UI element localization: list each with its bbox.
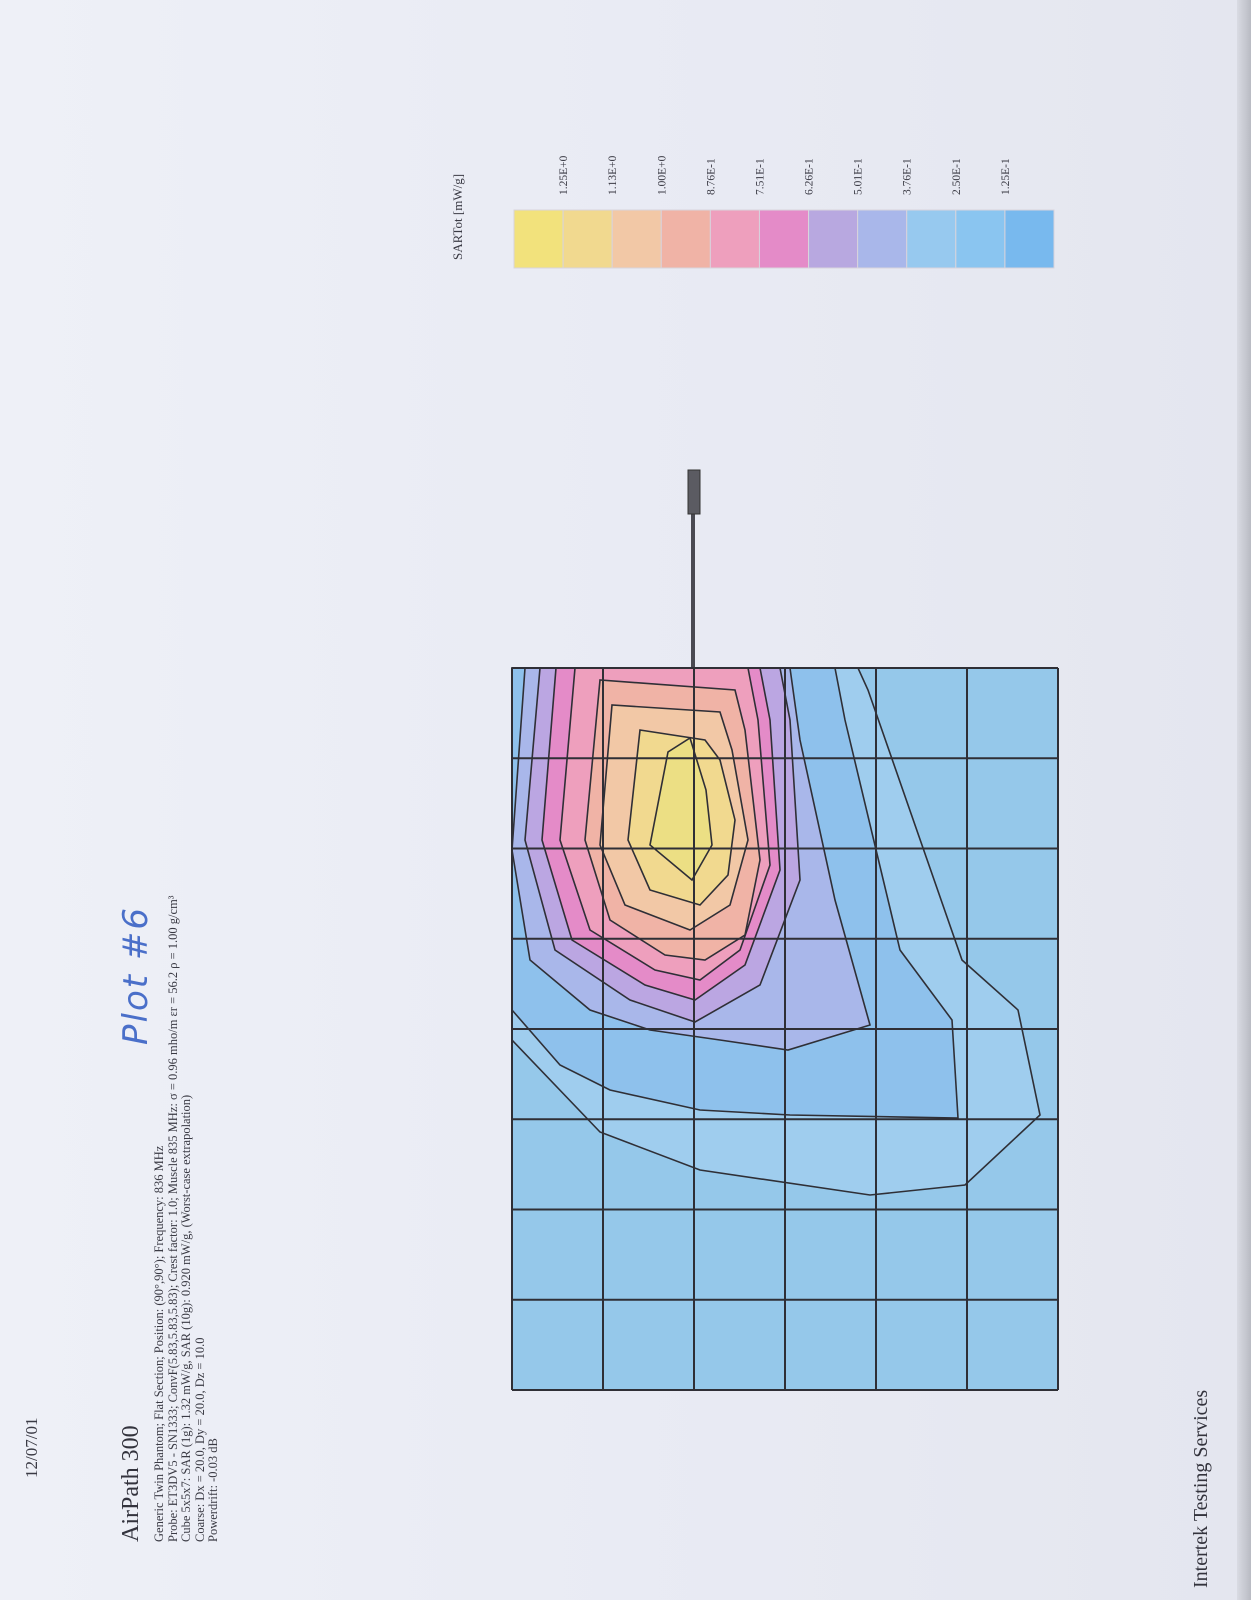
scale-swatch — [611, 209, 662, 269]
page-edge-shadow — [1237, 0, 1251, 1600]
scale-label: 1.00E+0 — [656, 155, 668, 195]
contour-peak — [649, 736, 713, 882]
scale-swatch — [758, 209, 810, 269]
scale-label: 1.25E+0 — [558, 155, 570, 195]
scale-swatch — [955, 209, 1006, 269]
scale-swatch — [808, 209, 859, 269]
scale-label: 3.76E-1 — [902, 158, 914, 195]
scale-swatch — [857, 209, 908, 269]
sar-field — [511, 667, 1059, 1391]
color-scale-bar — [513, 209, 1055, 269]
scale-label: 6.26E-1 — [804, 158, 816, 195]
scale-swatch — [562, 209, 613, 269]
scale-swatch — [709, 209, 760, 269]
scale-label: 8.76E-1 — [705, 158, 717, 195]
scale-label: 1.13E+0 — [607, 155, 619, 195]
scale-label: 7.51E-1 — [754, 158, 766, 195]
scale-swatch — [1004, 209, 1055, 269]
measurement-grid — [511, 667, 1059, 1391]
scale-label: 2.50E-1 — [951, 158, 963, 195]
scale-label: 1.25E-1 — [1000, 158, 1012, 195]
scale-swatch — [906, 209, 957, 269]
antenna-marker — [687, 469, 701, 668]
scale-swatch — [660, 209, 711, 269]
antenna-tip — [687, 469, 701, 515]
color-scale-labels: 1.25E+0 1.13E+0 1.00E+0 8.76E-1 7.51E-1 6.26E… — [558, 155, 1012, 195]
scale-label: 5.01E-1 — [853, 158, 865, 195]
scale-swatch — [513, 209, 564, 269]
